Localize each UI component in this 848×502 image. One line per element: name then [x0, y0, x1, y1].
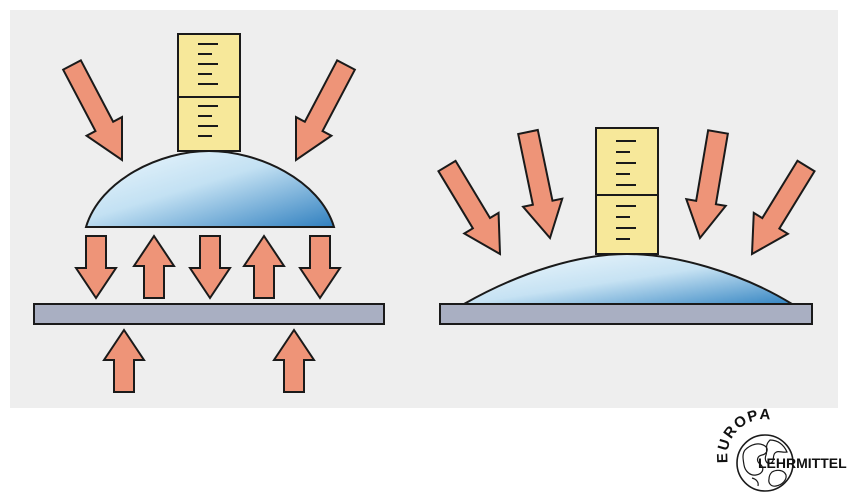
left-gauge [177, 33, 241, 152]
left-illustration [33, 33, 385, 393]
left-bottom-arrows [102, 328, 316, 393]
arrow-icon [684, 129, 730, 241]
right-illustration [437, 127, 816, 325]
arrow-icon [298, 235, 342, 300]
arrow-icon [132, 234, 176, 299]
left-gauge-ticks [198, 43, 218, 137]
arrow-icon [102, 328, 146, 393]
arrow-icon [188, 235, 232, 300]
arrow-icon [242, 234, 286, 299]
arrow-icon [750, 159, 816, 256]
right-plate [439, 303, 813, 325]
right-gauge-ticks [616, 140, 636, 240]
logo-text-bottom: LEHRMITTEL [758, 455, 847, 471]
left-mid-arrows [74, 234, 342, 300]
arrow-icon [272, 328, 316, 393]
right-arrows [437, 128, 816, 256]
europa-lehrmittel-logo: EUROPA LEHRMITTEL [714, 406, 847, 492]
arrow-icon [61, 58, 124, 162]
left-plate [33, 303, 385, 325]
right-gauge [595, 127, 659, 255]
globe-icon [736, 434, 794, 492]
right-drop [460, 252, 796, 305]
arrow-icon [517, 128, 564, 241]
left-top-arrows [61, 58, 357, 162]
left-drop [84, 149, 336, 228]
arrow-icon [74, 235, 118, 300]
arrow-icon [437, 159, 502, 256]
arrow-icon [294, 58, 357, 162]
